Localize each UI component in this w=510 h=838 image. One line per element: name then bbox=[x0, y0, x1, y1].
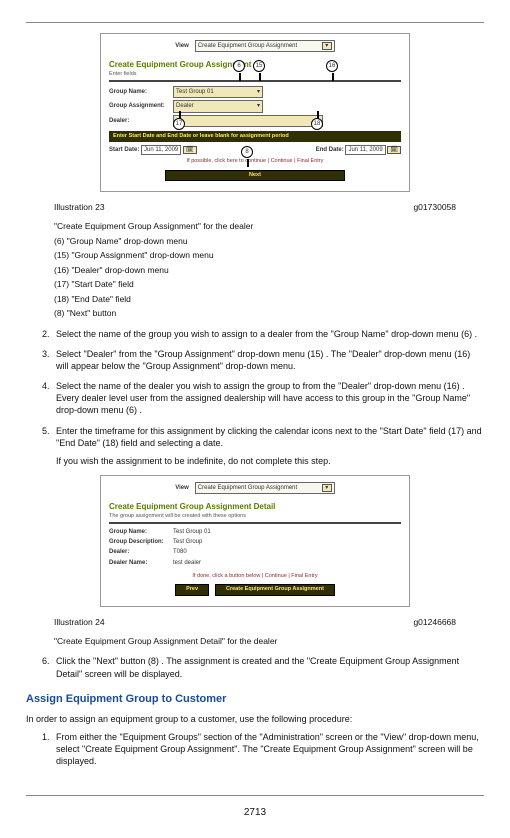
create-button[interactable]: Create Equipment Group Assignment bbox=[215, 584, 335, 595]
view-select[interactable]: Create Equipment Group Assignment bbox=[195, 482, 335, 494]
detail-row: Dealer Name: test dealer bbox=[109, 559, 401, 567]
end-date-field[interactable]: Jun 11, 2009 bbox=[345, 145, 385, 155]
illustration-24-frame: View Create Equipment Group Assignment C… bbox=[100, 475, 410, 607]
group-name-label: Group Name: bbox=[109, 88, 169, 96]
view-label: View bbox=[175, 42, 189, 50]
view-select[interactable]: Create Equipment Group Assignment bbox=[195, 40, 335, 52]
illustration-23-code: g01730058 bbox=[413, 202, 456, 213]
customer-procedure-steps: From either the "Equipment Groups" secti… bbox=[52, 731, 484, 767]
start-date-field[interactable]: Jun 11, 2009 bbox=[141, 145, 181, 155]
illustration-24: View Create Equipment Group Assignment C… bbox=[100, 475, 410, 607]
group-assignment-select[interactable]: Dealer bbox=[173, 100, 263, 112]
caption-line: (18) "End Date" field bbox=[54, 294, 456, 305]
callout-8: 8 bbox=[241, 146, 253, 158]
date-bar-text: Enter Start Date and End Date or leave b… bbox=[109, 131, 401, 142]
start-date-label: Start Date: bbox=[109, 147, 139, 153]
detail-row-label: Dealer Name: bbox=[109, 559, 169, 567]
caption-line: (6) "Group Name" drop-down menu bbox=[54, 236, 456, 247]
link-row: If done, click a button below | Continue… bbox=[109, 573, 401, 580]
callout-17: 17 bbox=[173, 118, 185, 130]
callout-15: 15 bbox=[253, 60, 265, 72]
step-extra: If you wish the assignment to be indefin… bbox=[56, 455, 484, 467]
step-item: Click the "Next" button (8) . The assign… bbox=[52, 655, 484, 679]
form-subtitle: Enter fields bbox=[109, 71, 401, 78]
illustration-23: 6 15 16 17 18 8 View Create Equipment Gr… bbox=[100, 33, 410, 192]
calendar-icon[interactable]: 🗓 bbox=[387, 146, 401, 154]
caption-line: (17) "Start Date" field bbox=[54, 279, 456, 290]
procedure-step-6: Click the "Next" button (8) . The assign… bbox=[52, 655, 484, 679]
detail-row-value: T080 bbox=[173, 548, 187, 556]
detail-row-label: Group Description: bbox=[109, 538, 169, 546]
detail-row: Dealer: T080 bbox=[109, 548, 401, 556]
detail-row-label: Group Name: bbox=[109, 528, 169, 536]
caption-line: "Create Equipment Group Assignment" for … bbox=[54, 221, 456, 232]
step-item: From either the "Equipment Groups" secti… bbox=[52, 731, 484, 767]
illustration-23-label: Illustration 23 bbox=[54, 202, 105, 213]
detail-row-label: Dealer: bbox=[109, 548, 169, 556]
illustration-23-caption-lines: "Create Equipment Group Assignment" for … bbox=[54, 221, 456, 319]
detail-row-value: Test Group bbox=[173, 538, 202, 546]
dealer-select[interactable] bbox=[173, 115, 323, 127]
detail-title: Create Equipment Group Assignment Detail bbox=[109, 502, 401, 513]
illustration-23-frame: 6 15 16 17 18 8 View Create Equipment Gr… bbox=[100, 33, 410, 192]
group-name-select[interactable]: Test Group 01 bbox=[173, 86, 263, 98]
section-heading-assign-customer: Assign Equipment Group to Customer bbox=[26, 692, 484, 707]
illustration-24-caption: "Create Equipment Group Assignment Detai… bbox=[54, 636, 456, 647]
calendar-icon[interactable]: 🗓 bbox=[183, 146, 197, 154]
step-item: Select the name of the dealer you wish t… bbox=[52, 380, 484, 416]
procedure-steps-a: Select the name of the group you wish to… bbox=[52, 328, 484, 467]
dealer-label: Dealer: bbox=[109, 117, 169, 125]
detail-row: Group Name: Test Group 01 bbox=[109, 528, 401, 536]
step-item: Select the name of the group you wish to… bbox=[52, 328, 484, 340]
end-date-label: End Date: bbox=[316, 147, 344, 153]
section-intro: In order to assign an equipment group to… bbox=[26, 713, 484, 725]
detail-row-value: Test Group 01 bbox=[173, 528, 211, 536]
caption-line: (15) "Group Assignment" drop-down menu bbox=[54, 250, 456, 261]
step-item: Enter the timeframe for this assignment … bbox=[52, 425, 484, 467]
view-label: View bbox=[175, 484, 189, 492]
step-item: Select "Dealer" from the "Group Assignme… bbox=[52, 348, 484, 372]
detail-row-value: test dealer bbox=[173, 559, 201, 567]
callout-16: 16 bbox=[326, 60, 338, 72]
caption-line: (16) "Dealer" drop-down menu bbox=[54, 265, 456, 276]
illustration-24-label: Illustration 24 bbox=[54, 617, 105, 628]
detail-subtitle: The group assignment will be created wit… bbox=[109, 513, 401, 520]
link-row: If possible, click here to continue | Co… bbox=[109, 158, 401, 165]
page-number: 2713 bbox=[26, 806, 484, 820]
detail-row: Group Description: Test Group bbox=[109, 538, 401, 546]
group-assignment-label: Group Assignment: bbox=[109, 102, 169, 110]
next-button[interactable]: Next bbox=[165, 170, 345, 181]
caption-line: (8) "Next" button bbox=[54, 308, 456, 319]
callout-6: 6 bbox=[233, 60, 245, 72]
callout-18: 18 bbox=[311, 118, 323, 130]
illustration-24-code: g01246668 bbox=[413, 617, 456, 628]
prev-button[interactable]: Prev bbox=[175, 584, 209, 595]
